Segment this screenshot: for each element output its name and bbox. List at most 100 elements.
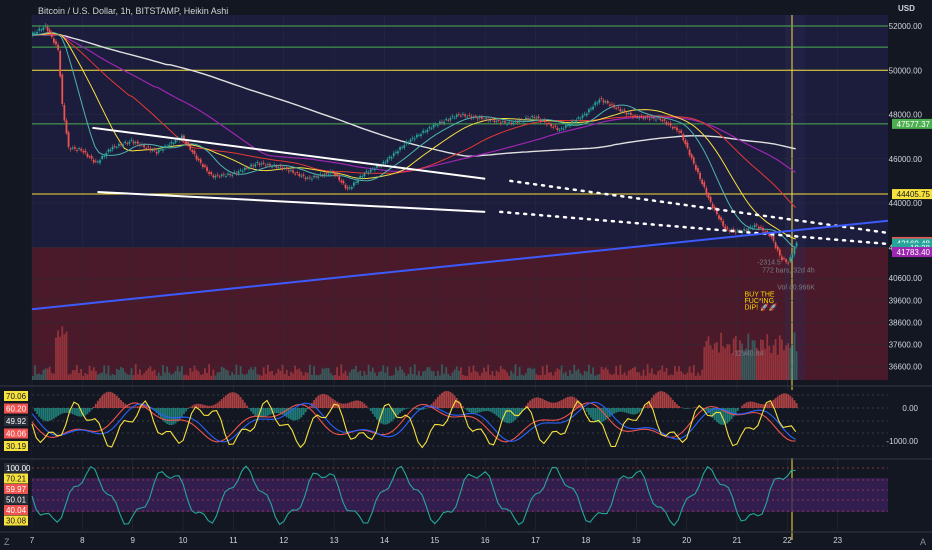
osc-histogram-bar — [510, 408, 513, 423]
candle-body — [357, 180, 359, 183]
candle-body — [44, 25, 47, 27]
candle-body — [73, 147, 76, 149]
candle-body — [69, 148, 72, 150]
volume-bar — [621, 374, 624, 380]
candle-body — [105, 153, 108, 157]
stoch-left-tag — [4, 505, 28, 515]
osc-histogram-bar — [491, 408, 494, 413]
price-tag — [892, 118, 932, 129]
candle-body — [749, 226, 752, 228]
volume-bar — [302, 375, 305, 380]
osc-histogram-bar — [369, 408, 372, 412]
candle-body — [262, 162, 265, 164]
osc-histogram-bar — [418, 408, 420, 410]
volume-bar — [99, 373, 101, 380]
volume-bar — [642, 369, 645, 380]
volume-bar — [470, 372, 473, 380]
candle-body — [258, 163, 261, 165]
stoch-left-label: 50.01 — [6, 496, 27, 505]
volume-bar — [250, 367, 252, 380]
candle-body — [130, 140, 133, 141]
osc-left-label: 60.20 — [6, 405, 27, 414]
osc-histogram-bar — [73, 408, 76, 416]
volume-bar — [147, 368, 150, 380]
volume-bar — [88, 365, 91, 380]
volume-bar — [632, 367, 634, 380]
volume-bar — [659, 369, 662, 380]
osc-histogram-bar — [344, 403, 347, 408]
candle-body — [466, 116, 469, 118]
candle-body — [420, 134, 422, 136]
candle-body — [283, 167, 286, 169]
candle-body — [646, 116, 649, 118]
candle-body — [168, 144, 171, 147]
candle-body — [449, 118, 452, 121]
candle-body — [118, 144, 120, 146]
osc-histogram-bar — [40, 408, 43, 419]
osc-histogram-bar — [646, 403, 649, 408]
candle-body — [143, 144, 145, 148]
osc-histogram-bar — [55, 408, 57, 418]
candle-body — [392, 153, 395, 157]
osc-histogram-bar — [376, 408, 378, 420]
price-tag-label: 47577.37 — [897, 120, 931, 129]
candle-body — [296, 172, 299, 174]
osc-histogram-bar — [197, 403, 200, 408]
volume-bar — [369, 371, 372, 380]
x-tick-label: 7 — [30, 536, 35, 545]
osc-histogram-bar — [720, 408, 722, 425]
candle-body — [468, 114, 471, 116]
osc-histogram-bar — [518, 408, 521, 415]
osc-left-tag — [4, 441, 28, 451]
candle-body — [726, 227, 729, 229]
candle-body — [497, 119, 500, 121]
osc-histogram-bar — [92, 406, 95, 408]
x-tick-label: 19 — [632, 536, 641, 545]
volume-bar — [258, 374, 261, 380]
volume-bar — [554, 371, 557, 380]
osc-histogram-bar — [287, 408, 290, 419]
candle-body — [57, 44, 59, 51]
candle-body — [560, 127, 563, 129]
currency-label: USD — [898, 4, 915, 13]
volume-bar — [493, 375, 496, 380]
osc-histogram-bar — [669, 397, 672, 408]
y-tick-label: 44000.00 — [889, 199, 923, 208]
candle-body — [552, 126, 555, 128]
candle-body — [418, 134, 420, 136]
osc-histogram-bar — [569, 396, 571, 408]
volume-bar — [285, 369, 288, 380]
osc-histogram-bar — [57, 408, 59, 416]
osc-histogram-bar — [751, 401, 754, 408]
volume-bar — [669, 374, 672, 380]
candle-body — [340, 180, 343, 183]
osc-histogram-bar — [592, 408, 594, 420]
osc-histogram-bar — [743, 403, 746, 408]
candle-body — [403, 145, 406, 148]
volume-bar — [376, 375, 378, 380]
osc-histogram-bar — [560, 400, 563, 408]
volume-bar — [210, 375, 213, 380]
volume-bar — [627, 370, 630, 380]
candle-body — [32, 32, 34, 35]
osc-histogram-bar — [718, 408, 720, 424]
volume-bar — [103, 365, 106, 380]
volume-bar — [373, 372, 376, 380]
candle-body — [197, 158, 200, 161]
volume-bar — [145, 370, 148, 380]
volume-bar — [201, 374, 204, 380]
candle-body — [231, 174, 234, 176]
osc-histogram-bar — [709, 408, 712, 416]
volume-bar — [697, 372, 699, 380]
osc-histogram-bar — [61, 408, 64, 414]
osc-histogram-bar — [97, 400, 99, 408]
candle-body — [394, 152, 397, 153]
osc-histogram-bar — [783, 393, 785, 408]
volume-bar — [394, 367, 397, 380]
volume-bar — [646, 364, 649, 380]
candle-body — [743, 228, 746, 231]
candle-body — [141, 144, 143, 146]
osc-histogram-bar — [554, 402, 557, 408]
volume-bar — [235, 364, 238, 380]
